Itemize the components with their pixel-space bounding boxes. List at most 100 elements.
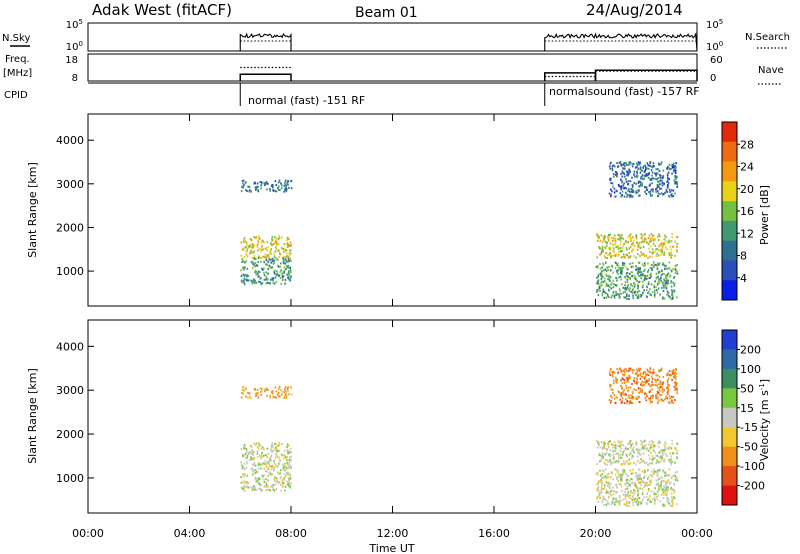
- range-tick-label: 4000: [56, 134, 84, 147]
- velocity-echo-cell: [653, 473, 655, 476]
- power-echo-cell: [644, 190, 646, 193]
- velocity-echo-cell: [657, 383, 659, 386]
- power-echo-cell: [625, 266, 627, 269]
- velocity-echo-cell: [666, 379, 669, 382]
- power-echo-cell: [651, 269, 653, 272]
- colorbar-cell: [722, 349, 737, 370]
- velocity-echo-cell: [670, 374, 672, 377]
- power-echo-cell: [286, 245, 289, 248]
- power-echo-cell: [649, 164, 651, 167]
- power-echo-cell: [270, 258, 272, 261]
- colorbar-tick-label: 28: [740, 138, 754, 151]
- power-echo-cell: [604, 246, 606, 249]
- power-echo-cell: [627, 236, 629, 239]
- colorbar-tick-label: 12: [740, 227, 754, 240]
- velocity-echo-cell: [240, 476, 242, 479]
- power-echo-cell: [626, 298, 628, 301]
- velocity-echo-cell: [248, 452, 251, 455]
- power-echo-cell: [676, 236, 679, 239]
- velocity-echo-cell: [674, 378, 677, 381]
- velocity-echo-cell: [635, 448, 638, 451]
- velocity-echo-cell: [647, 498, 649, 501]
- power-echo-cell: [609, 195, 612, 198]
- power-echo-cell: [633, 285, 636, 288]
- power-echo-cell: [626, 286, 629, 289]
- power-echo-cell: [669, 168, 671, 171]
- velocity-echo-cell: [259, 387, 262, 390]
- power-echo-cell: [266, 254, 268, 257]
- velocity-echo-cell: [246, 482, 248, 485]
- velocity-echo-cell: [629, 445, 632, 448]
- power-echo-cell: [623, 168, 625, 171]
- velocity-echo-cell: [646, 380, 648, 383]
- power-echo-cell: [653, 293, 656, 296]
- power-echo-cell: [275, 236, 277, 239]
- power-echo-cell: [255, 188, 257, 191]
- velocity-echo-cell: [626, 460, 629, 463]
- power-echo-cell: [637, 244, 639, 247]
- velocity-echo-cell: [666, 397, 669, 400]
- power-echo-cell: [269, 189, 272, 192]
- power-echo-cell: [657, 287, 660, 290]
- power-echo-cell: [272, 242, 275, 245]
- velocity-echo-cell: [612, 461, 615, 464]
- velocity-echo-cell: [615, 497, 617, 500]
- power-echo-cell: [632, 162, 635, 165]
- power-echo-cell: [612, 291, 615, 294]
- power-echo-cell: [647, 243, 650, 246]
- velocity-echo-cell: [660, 481, 662, 484]
- power-echo-cell: [635, 190, 637, 193]
- velocity-echo-cell: [625, 453, 628, 456]
- power-echo-cell: [650, 178, 652, 181]
- velocity-echo-cell: [601, 448, 604, 451]
- velocity-echo-cell: [650, 482, 652, 485]
- power-echo-cell: [598, 247, 601, 250]
- velocity-echo-cell: [290, 459, 292, 462]
- velocity-echo-cell: [666, 454, 668, 457]
- velocity-echo-cell: [662, 491, 665, 494]
- velocity-echo-cell: [621, 443, 623, 446]
- velocity-echo-cell: [285, 393, 287, 396]
- velocity-echo-cell: [600, 454, 603, 457]
- velocity-echo-cell: [675, 455, 678, 458]
- velocity-echo-cell: [660, 449, 663, 452]
- power-echo-cell: [624, 281, 627, 284]
- power-echo-cell: [617, 250, 620, 253]
- velocity-echo-cell: [661, 390, 664, 393]
- velocity-echo-cell: [664, 474, 666, 477]
- velocity-echo-cell: [626, 475, 629, 478]
- power-echo-cell: [272, 188, 274, 191]
- velocity-echo-cell: [623, 462, 625, 465]
- velocity-echo-cell: [290, 466, 292, 469]
- power-echo-cell: [247, 245, 250, 248]
- velocity-echo-cell: [671, 401, 673, 404]
- velocity-echo-cell: [673, 489, 676, 492]
- velocity-echo-cell: [675, 476, 677, 479]
- power-echo-cell: [615, 293, 617, 296]
- velocity-echo-cell: [261, 453, 263, 456]
- power-echo-cell: [647, 167, 650, 170]
- power-echo-cell: [600, 251, 603, 254]
- velocity-echo-cell: [601, 473, 603, 476]
- colorbar-tick-label: 24: [740, 161, 754, 174]
- power-echo-cell: [286, 181, 289, 184]
- velocity-echo-cell: [279, 469, 282, 472]
- power-echo-cell: [596, 266, 599, 269]
- velocity-echo-cell: [267, 479, 270, 482]
- velocity-echo-cell: [263, 474, 265, 477]
- power-echo-cell: [650, 188, 653, 191]
- power-echo-cell: [605, 244, 608, 247]
- velocity-echo-cell: [634, 497, 637, 500]
- power-echo-cell: [615, 171, 618, 174]
- power-echo-cell: [669, 296, 671, 299]
- power-echo-cell: [259, 281, 262, 284]
- power-echo-cell: [244, 261, 246, 264]
- power-echo-cell: [288, 254, 291, 257]
- power-echo-cell: [271, 238, 273, 241]
- power-echo-cell: [599, 289, 601, 292]
- velocity-echo-cell: [621, 376, 624, 379]
- velocity-echo-cell: [643, 381, 646, 384]
- velocity-echo-cell: [627, 491, 630, 494]
- velocity-echo-cell: [662, 497, 665, 500]
- velocity-echo-cell: [274, 479, 276, 482]
